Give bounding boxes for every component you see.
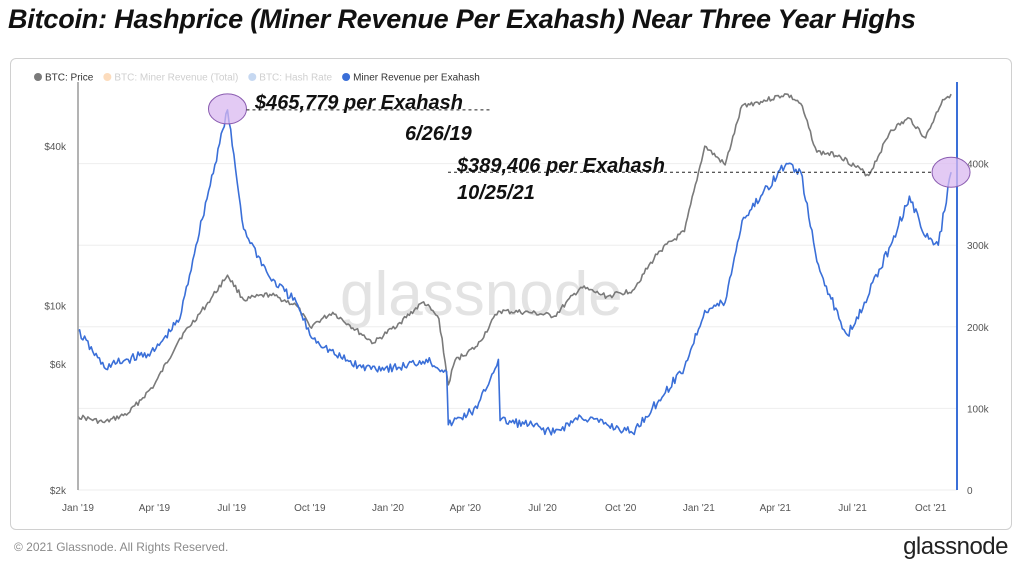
series-line-miner-revenue-per-exahash	[77, 109, 952, 436]
annotation-value-2021: $389,406 per Exahash	[456, 155, 665, 177]
y-left-tick-label: $10k	[44, 301, 67, 312]
x-tick-label: Apr '21	[760, 503, 792, 514]
legend-label: Miner Revenue per Exahash	[353, 73, 480, 84]
x-tick-label: Jul '19	[217, 503, 246, 514]
legend-swatch	[342, 73, 351, 81]
y-right-tick-label: 0	[967, 486, 973, 497]
watermark: glassnode	[340, 260, 623, 329]
legend-item[interactable]: Miner Revenue per Exahash	[342, 73, 480, 84]
x-tick-label: Jan '21	[683, 503, 715, 514]
chart-frame	[10, 58, 1012, 530]
axes-layer: Jan '19 Apr '19 Jul '19 Oct '19 Jan '20 Apr '…	[44, 82, 990, 514]
legend-item[interactable]: BTC: Miner Revenue (Total)	[103, 73, 238, 84]
x-tick-label: Jul '21	[838, 503, 867, 514]
x-tick-label: Jul '20	[528, 503, 557, 514]
legend-swatch	[34, 73, 42, 81]
y-right-tick-label: 200k	[967, 323, 990, 334]
annotation-date-2019: 6/26/19	[405, 123, 473, 145]
annotation-highlight-2019	[207, 93, 247, 125]
series-layer	[77, 93, 952, 436]
x-tick-label: Jan '20	[372, 503, 404, 514]
x-tick-label: Jan '19	[62, 503, 94, 514]
x-tick-label: Apr '20	[450, 503, 482, 514]
y-left-tick-label: $6k	[50, 360, 67, 371]
legend-item[interactable]: BTC: Price	[34, 73, 94, 84]
series-line-btc-price	[77, 93, 952, 424]
legend-label: BTC: Miner Revenue (Total)	[114, 73, 238, 84]
legend-swatch	[103, 73, 112, 81]
annotation-date-2021: 10/25/21	[457, 182, 535, 204]
x-tick-label: Apr '19	[139, 503, 171, 514]
annotation-highlight-2021	[931, 156, 971, 188]
x-tick-label: Oct '21	[915, 503, 947, 514]
y-left-tick-label: $40k	[44, 142, 67, 153]
y-right-tick-label: 100k	[967, 404, 990, 415]
x-tick-label: Oct '19	[294, 503, 326, 514]
grid	[78, 163, 957, 491]
legend-item[interactable]: BTC: Hash Rate	[248, 73, 333, 84]
footer-copyright: © 2021 Glassnode. All Rights Reserved.	[14, 540, 229, 554]
legend: BTC: Price BTC: Miner Revenue (Total) BTC:…	[34, 73, 480, 84]
x-tick-label: Oct '20	[605, 503, 637, 514]
chart-title: Bitcoin: Hashprice (Miner Revenue Per Ex…	[8, 4, 916, 34]
annotation-value-2019: $465,779 per Exahash	[254, 92, 463, 114]
y-right-tick-label: 400k	[967, 160, 990, 171]
y-left-tick-label: $2k	[50, 486, 67, 497]
footer-brand-logo: glassnode	[903, 533, 1008, 560]
legend-swatch	[248, 73, 257, 81]
legend-label: BTC: Hash Rate	[259, 73, 332, 84]
legend-label: BTC: Price	[45, 73, 94, 84]
y-right-tick-label: 300k	[967, 241, 990, 252]
annotations-layer: $465,779 per Exahash 6/26/19 $389,406 per …	[207, 92, 971, 204]
